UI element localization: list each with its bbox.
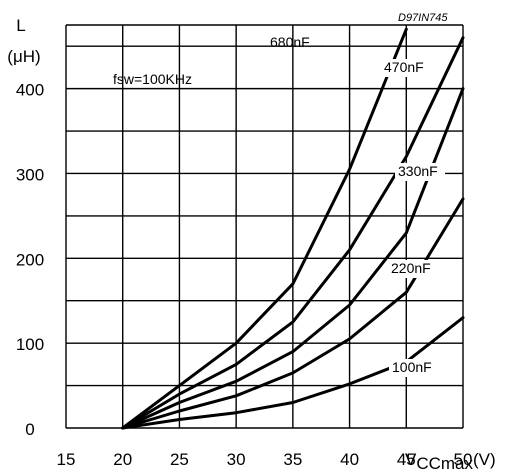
y-tick-label: 400: [16, 81, 44, 100]
frequency-annotation: fsw=100KHz: [113, 71, 192, 87]
x-tick-label: 35: [283, 450, 302, 469]
series-label-470nf: 470nF: [384, 59, 424, 75]
x-axis-label: VCCmax(V): [405, 450, 496, 473]
x-axis-label-unit: (V): [473, 450, 496, 469]
y-axis-unit: (μH): [7, 47, 40, 66]
series-label-220nf: 220nF: [391, 260, 431, 276]
chart-labels: D97IN745 L (μH) fsw=100KHz VCCmax(V): [7, 12, 495, 473]
x-tick-label: 15: [57, 450, 76, 469]
reference-code: D97IN745: [398, 12, 448, 24]
y-axis-label: L: [16, 16, 25, 35]
x-tick-label: 45: [397, 450, 416, 469]
y-tick-label: 200: [16, 250, 44, 269]
series-label-100nf: 100nF: [392, 359, 432, 375]
series-label-680nf: 680nF: [270, 34, 310, 50]
y-tick-label: 100: [16, 335, 44, 354]
x-tick-label: 25: [170, 450, 189, 469]
x-tick-label: 30: [227, 450, 246, 469]
series-label-330nf: 330nF: [398, 163, 438, 179]
series-labels: 680nF 470nF 330nF 220nF 100nF: [270, 34, 445, 377]
x-tick-label: 40: [340, 450, 359, 469]
x-tick-label: 50: [454, 450, 473, 469]
y-tick-label: 0: [25, 420, 34, 439]
y-tick-label: 300: [16, 165, 44, 184]
x-tick-label: 20: [113, 450, 132, 469]
